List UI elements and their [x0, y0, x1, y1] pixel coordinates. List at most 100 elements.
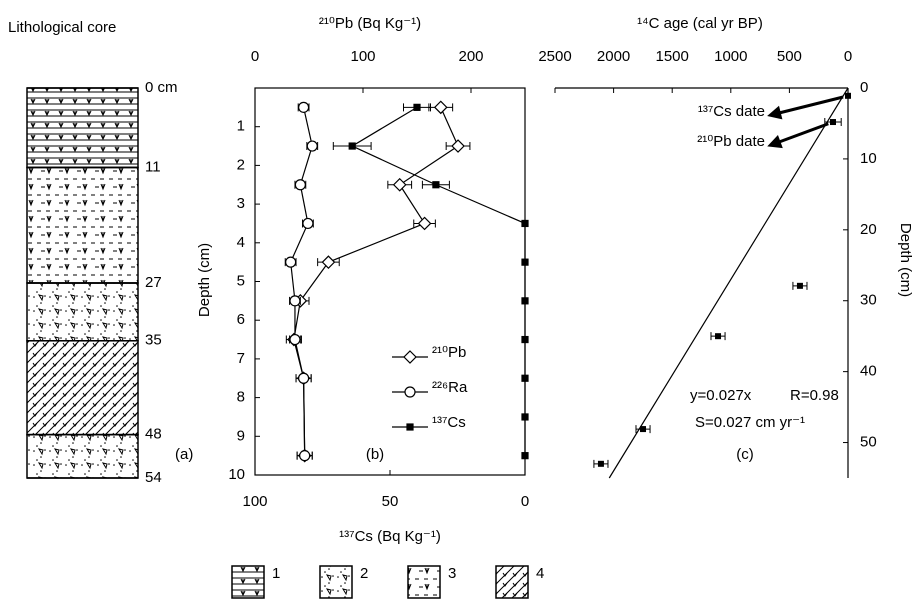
x2-tick-label: 50 [382, 493, 399, 510]
data-point [829, 119, 836, 126]
y-tick-label: 10 [860, 150, 877, 167]
y-tick-label: 8 [237, 389, 245, 406]
fit-equation: y=0.027x [690, 387, 752, 404]
x-axis-title: ²¹⁰Pb (Bq Kg⁻¹) [319, 15, 421, 32]
x-tick-label: 2000 [597, 48, 630, 65]
data-point [392, 177, 407, 192]
y-tick-label: 3 [237, 195, 245, 212]
data-point [417, 216, 432, 231]
legend-swatch [495, 565, 529, 599]
core-depth-label: 54 [145, 469, 162, 486]
panel-label: (a) [175, 446, 193, 463]
legend-marker [404, 386, 416, 398]
data-point [289, 295, 301, 307]
y-tick-label: 30 [860, 292, 877, 309]
legend-swatch [319, 565, 353, 599]
plot-frame [254, 87, 526, 476]
arrow-head [767, 105, 783, 120]
x2-tick-label: 0 [521, 493, 529, 510]
y-tick-label: 40 [860, 363, 877, 380]
annotation-arrow [770, 95, 844, 117]
data-point [348, 142, 356, 150]
legend-label: 1 [272, 565, 280, 582]
y-tick-label: 4 [237, 234, 245, 251]
annotation: ¹³⁷Cs date [698, 103, 765, 120]
fit-rate: S=0.027 cm yr⁻¹ [695, 414, 805, 431]
data-point [521, 374, 529, 382]
data-point [796, 282, 803, 289]
x2-axis-title: ¹³⁷Cs (Bq Kg⁻¹) [339, 528, 441, 545]
x-tick-label: 0 [251, 48, 259, 65]
data-point [715, 333, 722, 340]
y-tick-label: 9 [237, 427, 245, 444]
data-point [521, 297, 529, 305]
y-tick-label: 7 [237, 350, 245, 367]
x-tick-label: 2500 [538, 48, 571, 65]
series-line [293, 107, 459, 456]
legend-swatch [231, 565, 265, 599]
annotation-arrow [770, 122, 829, 147]
core-title: Lithological core [8, 19, 116, 36]
x-tick-label: 500 [777, 48, 802, 65]
data-point [451, 139, 465, 153]
core-layer [26, 87, 139, 169]
y-axis-title: Depth (cm) [897, 223, 914, 297]
core-depth-label: 35 [145, 332, 162, 349]
fit-line [608, 87, 849, 479]
data-point [306, 140, 318, 152]
panel-label: (c) [736, 446, 754, 463]
panel-label: (b) [366, 446, 384, 463]
core-depth-label: 27 [145, 274, 162, 291]
data-point [413, 103, 421, 111]
core-depth-label: 11 [145, 158, 161, 175]
core-layer [26, 433, 139, 479]
y-tick-label: 20 [860, 221, 877, 238]
data-point [302, 217, 314, 230]
data-point [597, 460, 604, 467]
legend-marker [403, 350, 417, 364]
y-tick-label: 50 [860, 434, 877, 451]
x-tick-label: 0 [844, 48, 852, 65]
data-point [294, 179, 306, 191]
legend-label: ²²⁶Ra [432, 379, 468, 396]
y-tick-label: 10 [228, 466, 245, 483]
data-point [298, 101, 310, 113]
data-point [321, 255, 336, 269]
legend-label: 2 [360, 565, 368, 582]
data-point [298, 372, 310, 384]
data-point [521, 258, 529, 266]
legend-label: ¹³⁷Cs [432, 414, 466, 431]
x2-tick-label: 100 [242, 493, 267, 510]
data-point [521, 452, 529, 460]
arrow-head [767, 134, 783, 149]
data-point [432, 181, 440, 189]
legend-marker [406, 423, 414, 431]
data-point [285, 256, 297, 268]
x-tick-label: 100 [350, 48, 375, 65]
legend-label: ²¹⁰Pb [432, 344, 466, 361]
y-tick-label: 6 [237, 311, 245, 328]
data-point [433, 100, 448, 115]
annotation: ²¹⁰Pb date [697, 133, 765, 150]
data-point [521, 413, 529, 421]
legend-label: 3 [448, 565, 456, 582]
x-axis-title: ¹⁴C age (cal yr BP) [637, 15, 763, 32]
x-tick-label: 1000 [714, 48, 747, 65]
core-depth-label: 0 cm [145, 79, 178, 96]
core-layer [26, 166, 139, 284]
data-point [299, 450, 311, 462]
data-point [640, 426, 647, 433]
y-axis-title: Depth (cm) [196, 243, 213, 317]
core-depth-label: 48 [145, 426, 162, 443]
data-point [521, 335, 529, 344]
legend-swatch [407, 565, 441, 599]
x-tick-label: 200 [458, 48, 483, 65]
y-tick-label: 0 [860, 79, 868, 96]
fit-r: R=0.98 [790, 387, 839, 404]
data-point [845, 92, 851, 99]
core-layer [26, 282, 139, 342]
y-tick-label: 1 [237, 118, 245, 135]
core-layer [26, 340, 139, 436]
y-tick-label: 2 [237, 156, 245, 173]
data-point [289, 333, 301, 346]
